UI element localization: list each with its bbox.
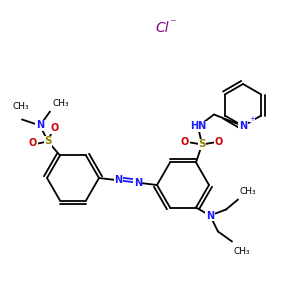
Text: N: N	[206, 211, 214, 220]
Text: S: S	[44, 136, 52, 146]
Text: HN: HN	[190, 122, 206, 131]
Text: O: O	[51, 124, 59, 134]
Text: N: N	[36, 121, 44, 130]
Text: CH₃: CH₃	[13, 103, 29, 112]
Text: N: N	[114, 175, 122, 185]
Text: O: O	[215, 137, 223, 148]
Text: +: +	[249, 116, 255, 122]
Text: CH₃: CH₃	[239, 187, 256, 196]
Text: N: N	[239, 121, 247, 131]
Text: CH₃: CH₃	[52, 100, 69, 109]
Text: N: N	[134, 178, 142, 188]
Text: S: S	[198, 140, 206, 149]
Text: O: O	[181, 137, 189, 148]
Text: ⁻: ⁻	[169, 17, 175, 31]
Text: CH₃: CH₃	[233, 247, 250, 256]
Text: O: O	[29, 139, 37, 148]
Text: Cl: Cl	[155, 21, 169, 35]
